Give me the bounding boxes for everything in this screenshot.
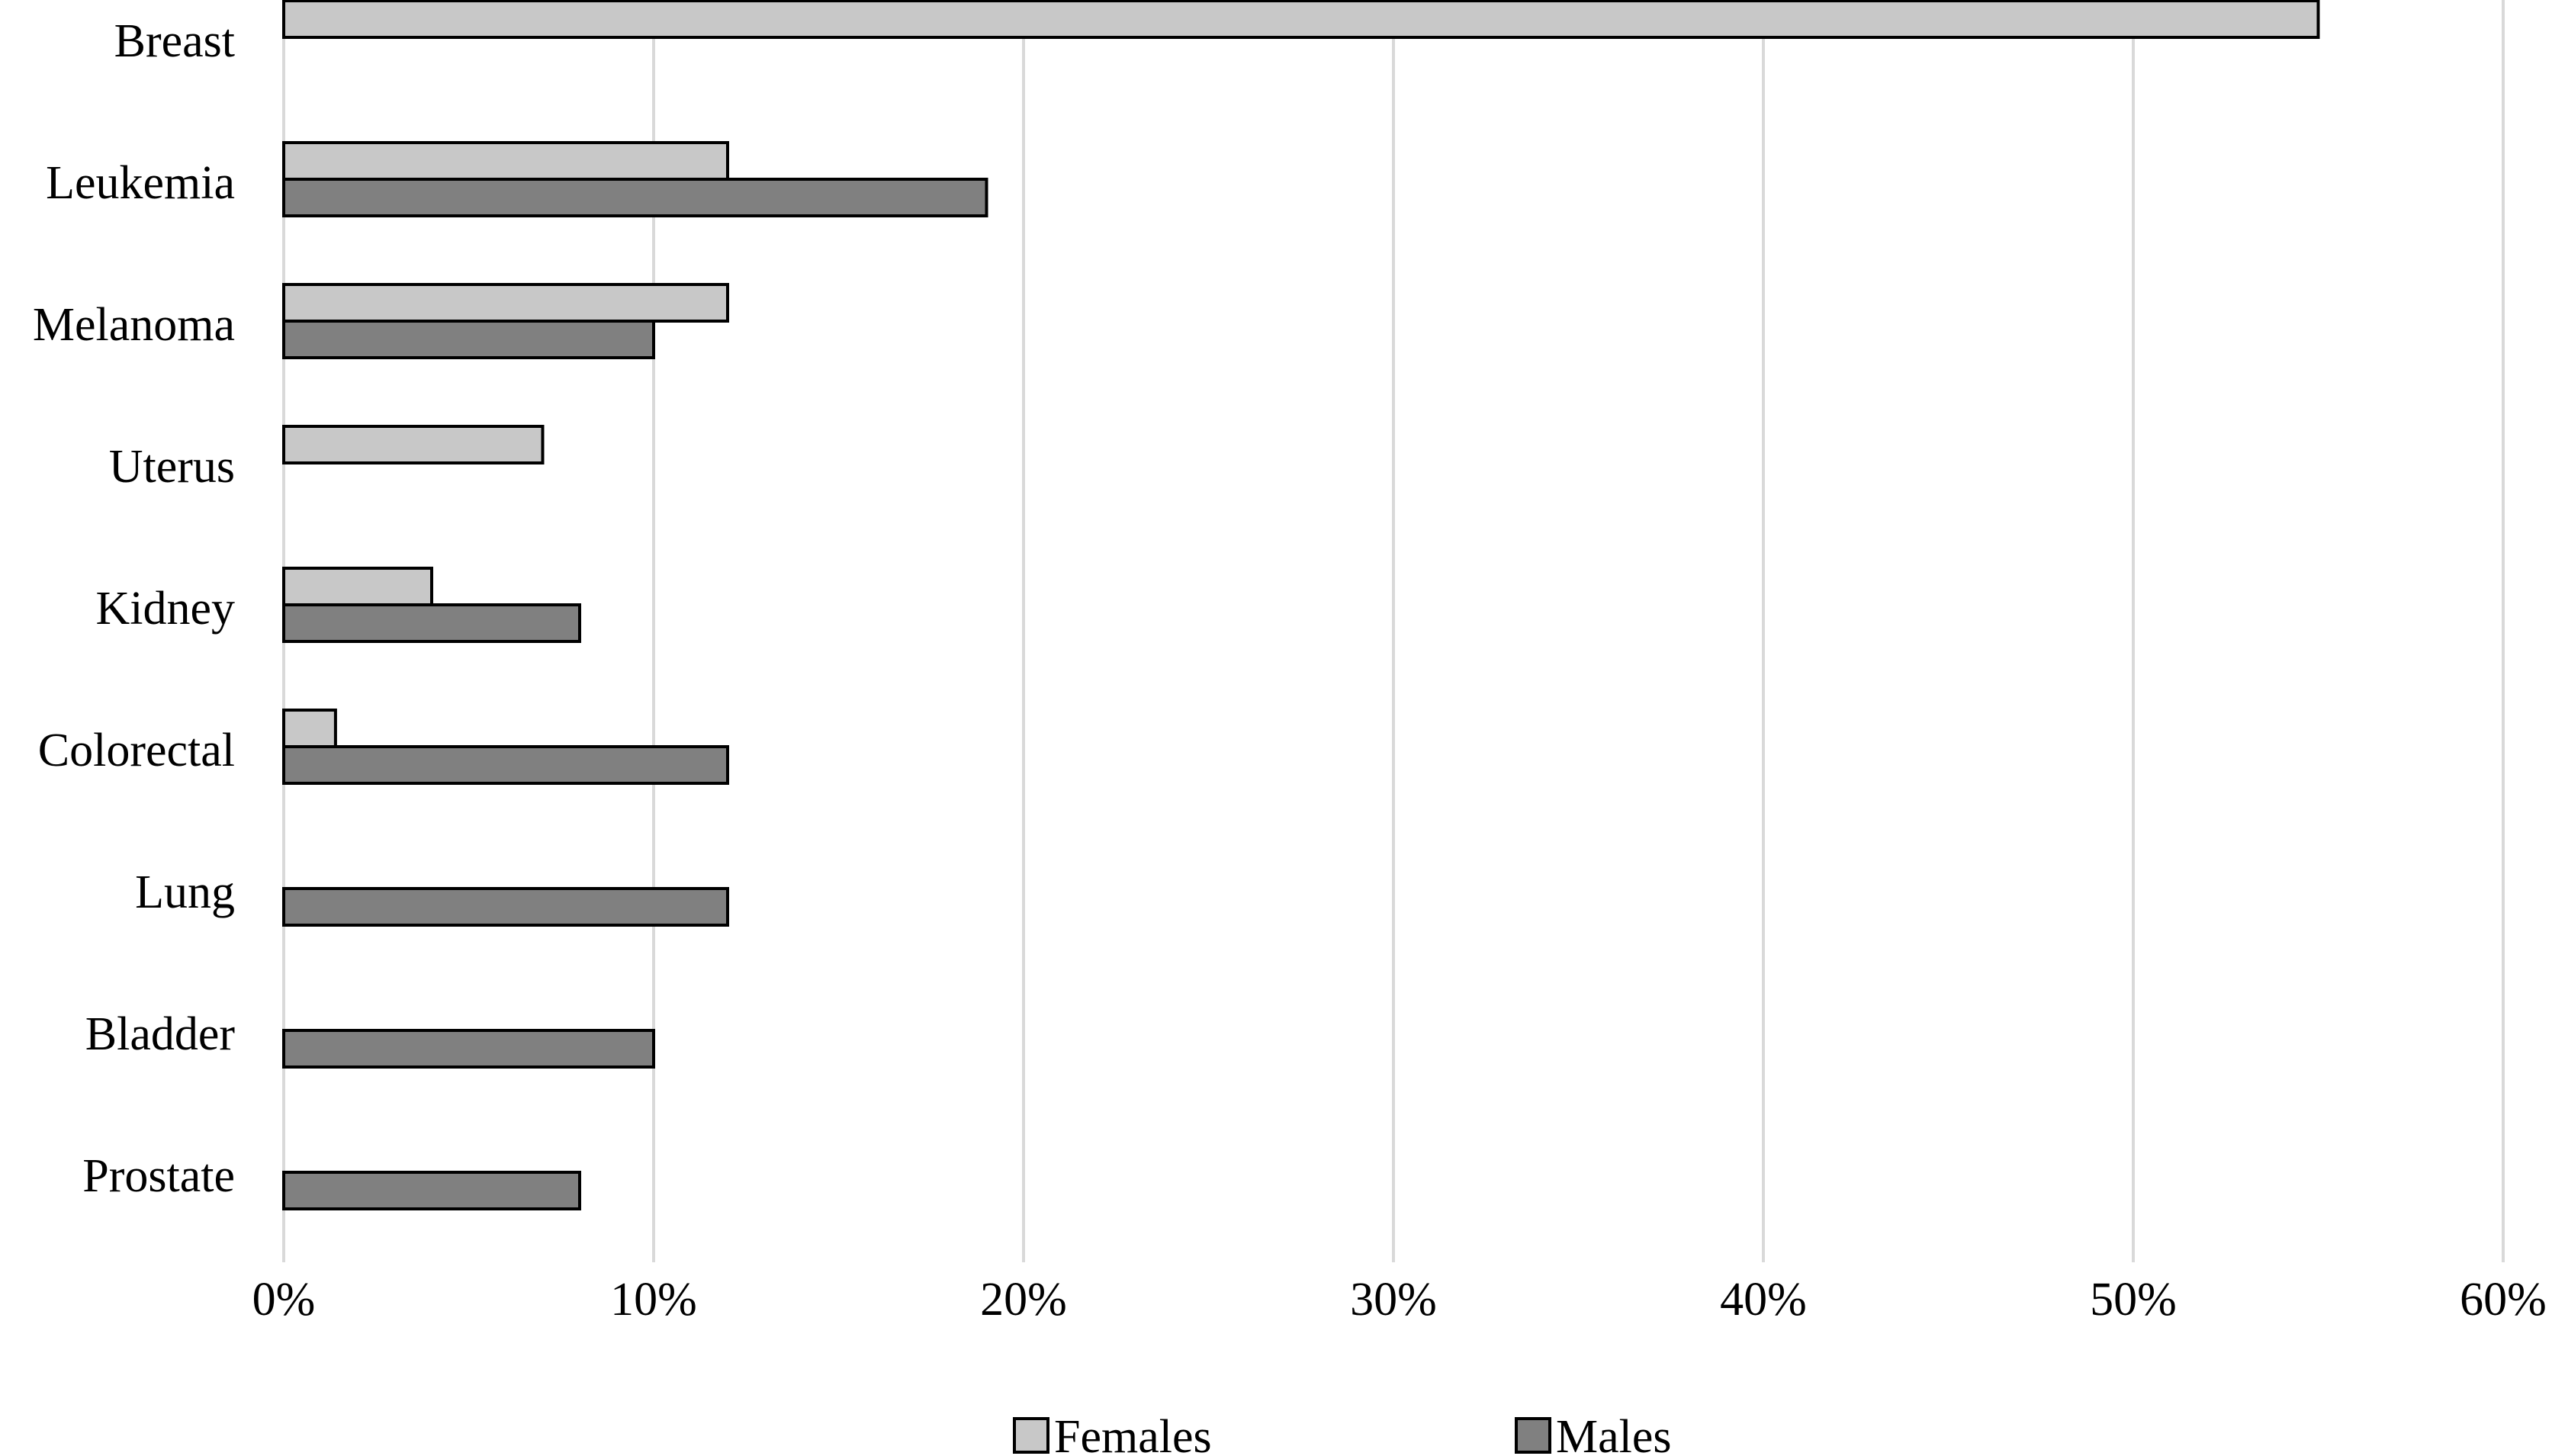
bar-females-uterus bbox=[282, 425, 545, 464]
category-label: Prostate bbox=[82, 1150, 235, 1202]
x-tick-label: 40% bbox=[1720, 1274, 1807, 1326]
category-label: Uterus bbox=[109, 441, 235, 493]
bar-females-melanoma bbox=[282, 283, 729, 323]
bar-males-kidney bbox=[282, 603, 581, 643]
x-tick-label: 50% bbox=[2090, 1274, 2177, 1326]
bar-females-leukemia bbox=[282, 141, 729, 181]
x-tick-label: 10% bbox=[610, 1274, 697, 1326]
x-tick-label: 30% bbox=[1350, 1274, 1437, 1326]
bar-males-colorectal bbox=[282, 745, 729, 785]
bar-males-melanoma bbox=[282, 320, 655, 359]
category-labels: Breast Leukemia Melanoma Uterus Kidney Colore… bbox=[33, 15, 235, 1202]
category-label: Kidney bbox=[95, 583, 235, 635]
category-label: Lung bbox=[135, 866, 235, 918]
bar-males-lung bbox=[282, 887, 729, 927]
category-label: Bladder bbox=[85, 1008, 236, 1060]
legend-label-females: Females bbox=[1054, 1411, 1212, 1456]
category-label: Melanoma bbox=[33, 299, 235, 351]
bar-males-leukemia bbox=[282, 178, 988, 217]
category-label: Breast bbox=[114, 15, 235, 67]
x-tick-label: 60% bbox=[2460, 1274, 2547, 1326]
legend-label-males: Males bbox=[1556, 1411, 1672, 1456]
legend: Females Males bbox=[1013, 1411, 1672, 1456]
bar-females-breast bbox=[282, 0, 2320, 39]
bar-males-prostate bbox=[282, 1171, 581, 1210]
bar-females-kidney bbox=[282, 567, 433, 606]
x-tick-label: 0% bbox=[252, 1274, 316, 1326]
bars bbox=[282, 0, 2320, 1210]
bar-males-bladder bbox=[282, 1029, 655, 1069]
category-label: Leukemia bbox=[46, 157, 235, 209]
legend-swatch-males bbox=[1515, 1417, 1551, 1454]
bar-females-colorectal bbox=[282, 709, 337, 748]
x-tick-label: 20% bbox=[980, 1274, 1067, 1326]
legend-swatch-females bbox=[1013, 1417, 1049, 1454]
x-axis-tick-labels: 0% 10% 20% 30% 40% 50% 60% bbox=[252, 1274, 2547, 1326]
category-label: Colorectal bbox=[38, 725, 235, 776]
